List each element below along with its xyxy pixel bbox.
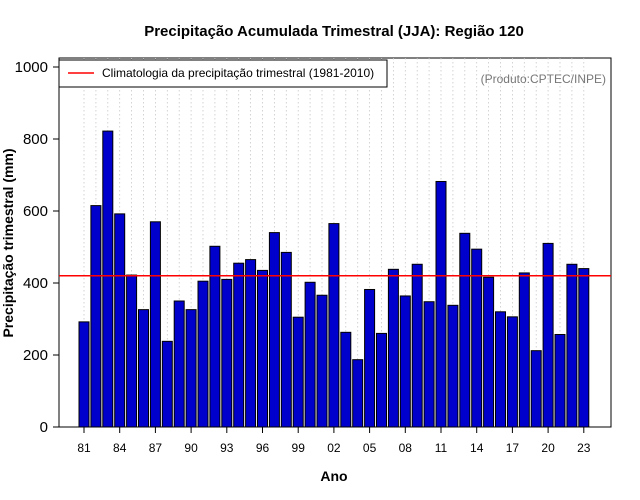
bar-2012: [447, 304, 459, 428]
bar-2018: [518, 272, 530, 428]
bar-2023: [578, 268, 590, 428]
x-tick-label-08: 08: [399, 441, 413, 455]
legend: Climatologia da precipitação trimestral …: [58, 59, 388, 88]
bar-1997: [268, 232, 280, 428]
y-axis-label: Precipitação trimestral (mm): [0, 148, 16, 337]
x-tick-label-96: 96: [256, 441, 270, 455]
bar-1988: [161, 340, 173, 428]
y-tick-label-800: 800: [23, 131, 48, 148]
bar-2019: [530, 350, 542, 428]
bar-2011: [435, 180, 447, 428]
bar-2006: [376, 332, 387, 428]
bar-2016: [495, 311, 506, 428]
y-tick-label-200: 200: [23, 347, 48, 364]
bar-1981: [78, 321, 90, 428]
bar-2020: [542, 242, 554, 428]
x-tick-label-23: 23: [577, 441, 591, 455]
x-tick-label-99: 99: [292, 441, 306, 455]
bar-2004: [352, 359, 364, 428]
y-tick-label-400: 400: [23, 275, 48, 292]
y-tick-label-0: 0: [40, 419, 48, 436]
x-tick-label-05: 05: [363, 441, 377, 455]
y-tick-label-600: 600: [23, 203, 48, 220]
bar-2003: [340, 331, 352, 428]
bar-1983: [102, 130, 114, 428]
bar-1986: [138, 309, 149, 428]
bar-2002: [328, 223, 340, 428]
bar-1996: [257, 269, 268, 428]
bar-1989: [173, 300, 185, 428]
bar-2005: [364, 288, 376, 428]
x-tick-label-84: 84: [113, 441, 127, 455]
bar-2015: [483, 276, 495, 428]
x-tick-label-11: 11: [435, 441, 448, 455]
x-tick-label-17: 17: [506, 441, 520, 455]
bar-1999: [292, 316, 304, 428]
bar-2008: [399, 295, 411, 428]
bar-1993: [221, 278, 233, 428]
bar-1987: [149, 221, 161, 428]
x-tick-label-90: 90: [184, 441, 198, 455]
bar-2001: [316, 294, 328, 428]
chart-title: Precipitação Acumulada Trimestral (JJA):…: [144, 23, 524, 40]
bar-1998: [280, 251, 292, 428]
bar-2000: [304, 281, 316, 428]
bar-2021: [554, 333, 566, 428]
x-tick-label-81: 81: [77, 441, 91, 455]
bar-1991: [197, 280, 209, 428]
x-axis-label: Ano: [320, 468, 347, 484]
bar-1982: [90, 205, 102, 428]
x-tick-label-02: 02: [327, 441, 341, 455]
x-tick-label-87: 87: [149, 441, 163, 455]
x-axis: 81 84 87 90 93 96 99 02 05 08 11 14 17 20 23: [77, 427, 591, 455]
y-axis: 0 200 400 600 800 1000: [15, 59, 59, 436]
legend-label: Climatologia da precipitação trimestral …: [102, 66, 374, 80]
bar-2022: [566, 263, 578, 428]
x-tick-label-20: 20: [541, 441, 555, 455]
bar-1992: [209, 245, 221, 428]
bar-2010: [423, 301, 435, 428]
x-tick-label-93: 93: [220, 441, 234, 455]
bar-2017: [506, 316, 518, 428]
bar-2013: [459, 232, 471, 428]
bar-2009: [411, 263, 423, 428]
bars: [78, 130, 590, 428]
source-label: (Produto:CPTEC/INPE): [481, 72, 606, 86]
bar-2007: [387, 268, 399, 428]
bar-1995: [245, 259, 257, 428]
bar-1984: [114, 213, 126, 428]
bar-1990: [185, 309, 197, 428]
y-tick-label-1000: 1000: [15, 59, 48, 76]
x-tick-label-14: 14: [470, 441, 484, 455]
legend-box: [58, 59, 388, 88]
bar-1994: [233, 262, 245, 428]
bar-1985: [126, 274, 138, 428]
